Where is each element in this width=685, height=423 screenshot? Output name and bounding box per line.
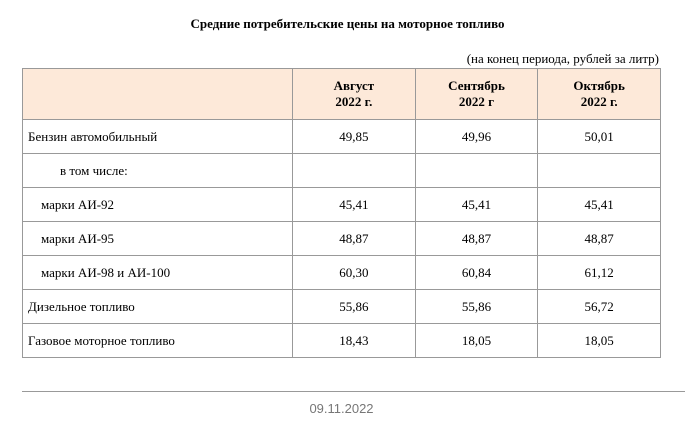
value-cell: 48,87 xyxy=(537,221,661,256)
value-cell xyxy=(292,153,416,188)
value-cell: 45,41 xyxy=(292,187,416,222)
divider xyxy=(22,391,685,392)
header-line: Сентябрь xyxy=(448,78,505,93)
value-cell: 50,01 xyxy=(537,119,661,154)
header-cell: Октябрь 2022 г. xyxy=(537,68,661,120)
header-line: Октябрь xyxy=(573,78,625,93)
value-cell: 48,87 xyxy=(292,221,416,256)
value-cell: 49,96 xyxy=(414,119,539,154)
header-cell: Сентябрь 2022 г xyxy=(414,68,539,120)
value-cell xyxy=(414,153,539,188)
value-cell: 60,84 xyxy=(414,255,539,290)
title: Средние потребительские цены на моторное… xyxy=(190,16,505,31)
header-cell xyxy=(21,68,294,120)
price-table: Август 2022 г. Сентябрь 2022 г Октябрь 2022 г… xyxy=(21,68,661,358)
value-cell: 48,87 xyxy=(414,221,539,256)
table-header: Август 2022 г. Сентябрь 2022 г Октябрь 2022 г… xyxy=(21,68,661,120)
table-row: Дизельное топливо 55,86 55,86 56,72 xyxy=(21,289,661,324)
table-body: Бензин автомобильный 49,85 49,96 50,01 в том… xyxy=(21,119,661,358)
header-row: Август 2022 г. Сентябрь 2022 г Октябрь 2022 г… xyxy=(21,68,661,120)
value-cell: 61,12 xyxy=(537,255,661,290)
date: 09.11.2022 xyxy=(309,401,374,416)
value-cell: 56,72 xyxy=(537,289,661,324)
row-label: Бензин автомобильный xyxy=(21,119,294,154)
value-cell: 45,41 xyxy=(414,187,539,222)
value-cell: 49,85 xyxy=(292,119,416,154)
subtitle: (на конец периода, рублей за литр) xyxy=(466,51,659,66)
value-cell: 55,86 xyxy=(292,289,416,324)
value-cell: 18,05 xyxy=(414,323,539,358)
value-cell: 45,41 xyxy=(537,187,661,222)
row-label: Дизельное топливо xyxy=(21,289,294,324)
value-cell: 18,05 xyxy=(537,323,661,358)
row-label: Газовое моторное топливо xyxy=(21,323,294,358)
table-row: марки АИ-92 45,41 45,41 45,41 xyxy=(21,187,661,222)
row-label: марки АИ-95 xyxy=(21,221,294,256)
header-line: 2022 г xyxy=(458,94,495,109)
value-cell: 60,30 xyxy=(292,255,416,290)
header-cell: Август 2022 г. xyxy=(292,68,416,120)
value-cell: 55,86 xyxy=(414,289,539,324)
table-row: Бензин автомобильный 49,85 49,96 50,01 xyxy=(21,119,661,154)
header-line: Август xyxy=(333,78,375,93)
row-label: в том числе: xyxy=(21,153,294,188)
row-label: марки АИ-98 и АИ-100 xyxy=(21,255,294,290)
header-line: 2022 г. xyxy=(580,94,618,109)
table-row: марки АИ-95 48,87 48,87 48,87 xyxy=(21,221,661,256)
row-label: марки АИ-92 xyxy=(21,187,294,222)
header-line: 2022 г. xyxy=(335,94,373,109)
value-cell: 18,43 xyxy=(292,323,416,358)
value-cell xyxy=(537,153,661,188)
table-row: Газовое моторное топливо 18,43 18,05 18,05 xyxy=(21,323,661,358)
table-row: марки АИ-98 и АИ-100 60,30 60,84 61,12 xyxy=(21,255,661,290)
table-row: в том числе: xyxy=(21,153,661,188)
